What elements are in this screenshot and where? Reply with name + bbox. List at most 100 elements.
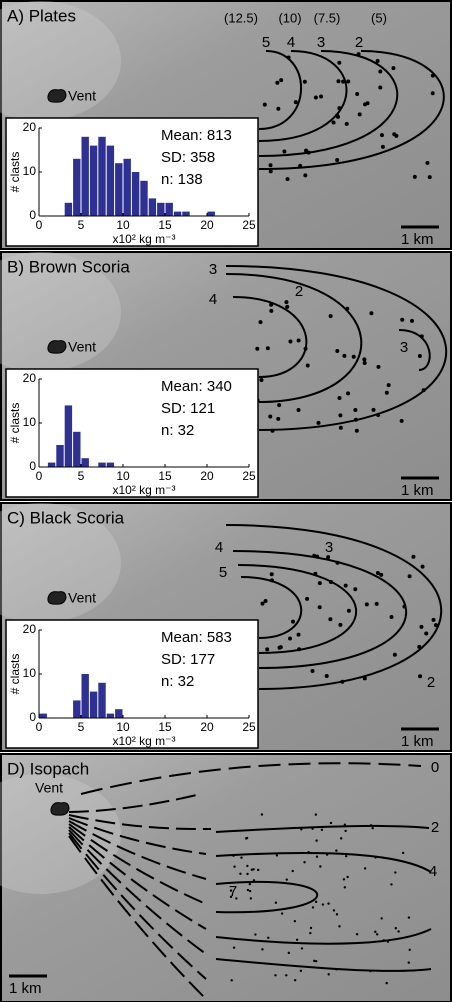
sample-site — [269, 308, 274, 313]
contour — [215, 880, 319, 914]
sample-site — [319, 865, 322, 868]
sample-site — [343, 823, 347, 826]
y-axis-label: # clasts — [8, 152, 22, 193]
sample-site — [254, 933, 257, 936]
sample-site — [313, 959, 316, 963]
histogram-bar — [182, 211, 190, 216]
sample-site — [317, 605, 322, 610]
sample-site — [317, 581, 322, 586]
panel-title: A) Plates — [7, 6, 76, 25]
vent-icon — [47, 340, 67, 354]
histogram-bar — [81, 136, 89, 216]
sample-site — [378, 69, 383, 74]
contour — [258, 50, 399, 157]
sample-site — [260, 601, 265, 606]
sample-site — [309, 926, 313, 930]
sample-site — [433, 623, 438, 628]
sample-site — [379, 133, 384, 138]
sample-site — [282, 149, 287, 154]
contour — [225, 273, 363, 403]
sample-site — [250, 868, 254, 871]
sample-site — [257, 868, 260, 872]
sample-site — [378, 85, 383, 90]
sample-site — [418, 674, 423, 679]
sample-site — [285, 177, 290, 182]
contour-label: 7 — [229, 883, 237, 900]
terrain-highlight — [0, 503, 121, 623]
sample-site — [355, 933, 359, 936]
sample-site — [315, 855, 319, 858]
x-axis-label: x10² kg m⁻³ — [112, 734, 175, 748]
sample-site — [229, 889, 233, 892]
sample-site — [412, 174, 417, 179]
sample-site — [249, 897, 253, 900]
sample-site — [408, 948, 411, 951]
sample-site — [260, 813, 264, 816]
sample-site — [313, 95, 318, 100]
sample-site — [320, 828, 324, 832]
sample-site — [248, 889, 252, 893]
sample-site — [351, 354, 356, 359]
vent-label: Vent — [68, 590, 96, 606]
sample-site — [364, 602, 369, 607]
histogram-bar — [73, 700, 81, 718]
sample-site — [232, 946, 236, 949]
sample-site — [285, 304, 290, 309]
sample-site — [335, 157, 340, 162]
sample-site — [337, 60, 342, 65]
sample-site — [380, 917, 383, 920]
sample-site — [346, 391, 351, 396]
histogram-bar — [64, 405, 73, 467]
sample-site — [371, 407, 376, 412]
sample-site — [375, 58, 380, 63]
sample-site — [338, 425, 343, 430]
contour-label: 4 — [429, 863, 437, 880]
sample-site — [344, 121, 349, 126]
sample-site — [315, 839, 318, 842]
sample-site — [399, 418, 404, 423]
sample-site — [263, 598, 268, 603]
summary-stat: n: 32 — [161, 422, 194, 439]
sample-site — [299, 969, 303, 973]
contour-dashed — [68, 826, 207, 930]
y-tick-label: 0 — [29, 710, 36, 724]
histogram-bar — [173, 211, 182, 216]
contour — [240, 576, 303, 639]
histogram-bar — [157, 202, 165, 216]
sample-site — [409, 318, 414, 323]
vent-icon — [50, 802, 70, 816]
panel: B) Brown Scoria Vent 1 km 3 2 4 3 0 5 10 15 20 25 0 10… — [0, 251, 452, 501]
sample-site — [401, 851, 405, 855]
y-tick-label: 20 — [23, 622, 37, 636]
x-tick-label: 5 — [78, 720, 85, 734]
contour — [258, 50, 445, 170]
contour — [258, 50, 348, 142]
sample-site — [417, 354, 422, 359]
sample-site — [431, 617, 436, 622]
summary-stat: n: 138 — [161, 171, 203, 188]
sample-site — [392, 652, 397, 657]
summary-stat: Mean: 583 — [161, 629, 232, 646]
sample-site — [400, 317, 405, 322]
sample-site — [346, 79, 351, 84]
y-tick-label: 0 — [29, 208, 36, 222]
sample-site — [314, 900, 318, 904]
histogram-bar — [73, 431, 81, 467]
sample-site — [259, 378, 264, 383]
sample-site — [339, 837, 343, 840]
sample-site — [230, 979, 233, 982]
sample-site — [419, 624, 424, 629]
histogram-bar — [47, 462, 56, 467]
vent-icon — [47, 89, 67, 103]
sample-site — [329, 821, 333, 825]
sample-site — [331, 120, 336, 125]
sample-site — [343, 583, 348, 588]
sample-site — [411, 554, 416, 559]
sample-site — [338, 413, 343, 418]
sample-site — [269, 572, 274, 577]
sample-site — [407, 574, 412, 579]
sample-site — [394, 871, 397, 874]
contour-label: 2 — [295, 283, 303, 300]
sample-site — [240, 856, 243, 859]
histogram-bar — [81, 674, 89, 718]
